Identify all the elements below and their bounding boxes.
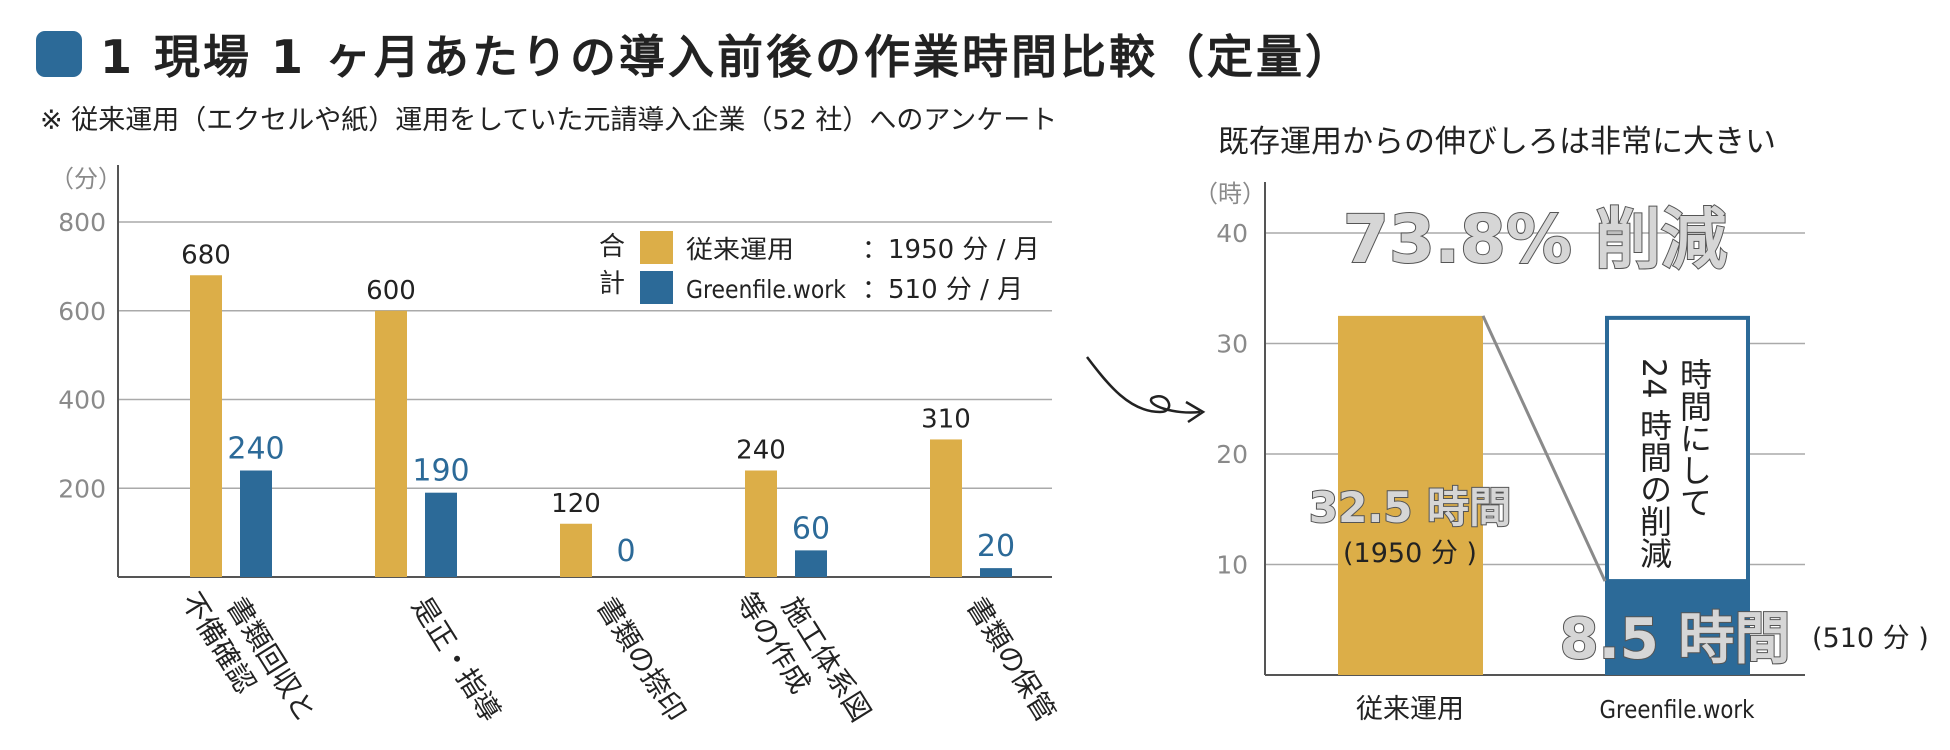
left-category-label: 書類の保管 — [960, 591, 1062, 727]
left-bar-greenfile — [425, 492, 457, 577]
left-data-label-greenfile: 0 — [616, 534, 635, 569]
left-data-label-greenfile: 190 — [412, 454, 469, 489]
right-bar-legacy — [1338, 315, 1483, 675]
right-bar-greenfile — [1605, 581, 1750, 675]
left-category-label: 書類の捺印 — [590, 591, 692, 727]
legend-series-total: ：510 分 / 月 — [862, 275, 1023, 305]
left-y-tick-label: 200 — [58, 474, 106, 503]
legend-group-label: 計 — [599, 269, 625, 299]
right-value-label-legacy: 32.5 時間 — [1309, 483, 1511, 532]
left-bar-greenfile — [980, 568, 1012, 577]
left-data-label-greenfile: 20 — [977, 529, 1015, 564]
left-bar-legacy — [375, 310, 407, 577]
page-title: 1 現場 1 ヶ月あたりの導入前後の作業時間比較（定量） — [100, 30, 1355, 84]
left-bar-legacy — [930, 439, 962, 577]
right-value-sublabel-greenfile: (510 分 ) — [1812, 623, 1929, 654]
right-y-tick-label: 10 — [1216, 551, 1248, 580]
right-value-label-greenfile: 8.5 時間 — [1560, 607, 1791, 672]
left-category-label-line: 書類の保管 — [960, 591, 1062, 727]
left-y-tick-label: 800 — [58, 208, 106, 237]
left-data-label-legacy: 680 — [181, 240, 231, 270]
reduction-percent-label: 73.8% 削減 — [1343, 201, 1727, 278]
legend-group-label: 合 — [599, 232, 625, 262]
left-bar-legacy — [560, 523, 592, 577]
right-category-label: Greenfile.work — [1600, 695, 1755, 724]
reduction-outline — [1605, 315, 1750, 584]
left-y-axis-unit: （分） — [50, 165, 122, 193]
left-data-label-legacy: 310 — [921, 404, 971, 434]
left-category-label: 書類回収と不備確認 — [175, 567, 323, 746]
curved-arrow-icon — [1086, 356, 1201, 414]
right-category-label: 従来運用 — [1356, 694, 1464, 725]
left-category-label-line: 書類の捺印 — [590, 591, 692, 727]
right-y-tick-label: 30 — [1216, 330, 1248, 359]
legend-series-total: ：1950 分 / 月 — [862, 235, 1040, 265]
right-y-axis-unit: （時） — [1194, 180, 1266, 208]
left-data-label-legacy: 240 — [736, 436, 786, 466]
left-data-label-greenfile: 240 — [227, 432, 284, 467]
right-value-sublabel-legacy: (1950 分 ) — [1343, 538, 1477, 569]
right-y-tick-label: 20 — [1216, 440, 1248, 469]
left-category-label: 施工体系図等の作成 — [730, 567, 878, 746]
left-bar-greenfile — [240, 470, 272, 577]
title-row: 1 現場 1 ヶ月あたりの導入前後の作業時間比較（定量） — [36, 24, 1354, 84]
left-data-label-greenfile: 60 — [792, 511, 830, 546]
arrow-head-icon — [1185, 400, 1206, 424]
left-bar-legacy — [190, 275, 222, 577]
reduction-note-line: 24 時間の削減 — [1635, 358, 1673, 569]
left-data-label-legacy: 120 — [551, 489, 601, 519]
reduction-note-line: 時間にして — [1675, 358, 1713, 518]
left-category-label-line: 是正・指導 — [405, 591, 507, 727]
right-chart-heading: 既存運用からの伸びしろは非常に大きい — [1218, 124, 1776, 160]
title-square-icon — [36, 31, 82, 77]
survey-note: ※ 従来運用（エクセルや紙）運用をしていた元請導入企業（52 社）へのアンケート — [40, 105, 1058, 136]
left-y-tick-label: 600 — [58, 297, 106, 326]
left-bar-greenfile — [795, 550, 827, 577]
left-y-tick-label: 400 — [58, 386, 106, 415]
right-y-tick-label: 40 — [1216, 219, 1248, 248]
left-bar-legacy — [745, 470, 777, 577]
left-category-label: 是正・指導 — [405, 591, 507, 727]
legend-swatch-greenfile — [640, 271, 673, 304]
legend-series-name: Greenfile.work — [686, 275, 846, 304]
legend-series-name: 従来運用 — [686, 235, 794, 264]
reduction-connector — [1481, 315, 1607, 582]
legend-swatch-legacy — [640, 231, 673, 264]
left-data-label-legacy: 600 — [366, 276, 416, 306]
